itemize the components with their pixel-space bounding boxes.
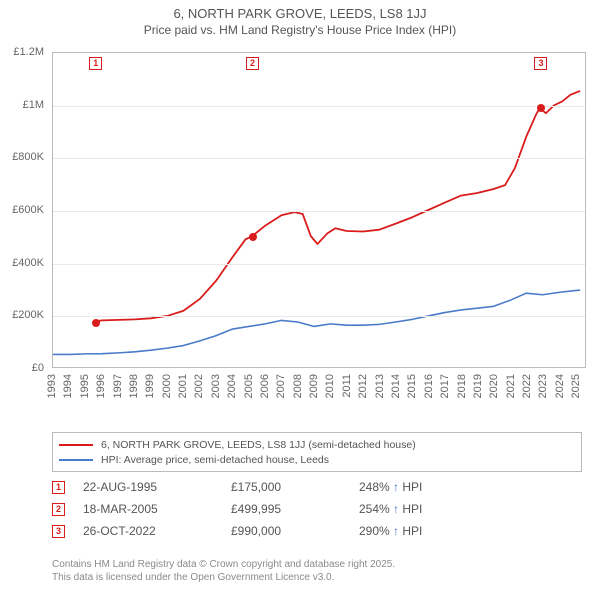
series-price-paid [96, 91, 580, 321]
x-tick-label: 2023 [537, 374, 549, 398]
gridline [53, 264, 585, 265]
sales-table: 1 22-AUG-1995 £175,000 248% ↑ HPI 2 18-MAR-20… [52, 476, 582, 542]
legend: 6, NORTH PARK GROVE, LEEDS, LS8 1JJ (sem… [52, 432, 582, 472]
sale-price: £175,000 [231, 480, 341, 494]
legend-label: 6, NORTH PARK GROVE, LEEDS, LS8 1JJ (sem… [101, 439, 416, 451]
x-tick-label: 2013 [374, 374, 386, 398]
x-tick-label: 2006 [259, 374, 271, 398]
gridline [53, 316, 585, 317]
y-tick-label: £600K [12, 204, 44, 216]
chart-container: £0 £200K £400K £600K £800K £1M £1.2M 1 2 3 1993 1… [8, 46, 592, 426]
x-tick-label: 1995 [79, 374, 91, 398]
legend-item: 6, NORTH PARK GROVE, LEEDS, LS8 1JJ (sem… [59, 437, 575, 452]
sale-row: 3 26-OCT-2022 £990,000 290% ↑ HPI [52, 520, 582, 542]
sale-date: 22-AUG-1995 [83, 480, 213, 494]
x-tick-label: 2014 [390, 374, 402, 398]
sale-pct: 254% ↑ HPI [359, 502, 422, 516]
sale-point [537, 104, 545, 112]
arrow-up-icon: ↑ [393, 480, 399, 494]
gridline [53, 106, 585, 107]
x-tick-label: 1997 [112, 374, 124, 398]
y-tick-label: £1M [23, 99, 44, 111]
title-line1: 6, NORTH PARK GROVE, LEEDS, LS8 1JJ [0, 6, 600, 21]
sale-pct: 248% ↑ HPI [359, 480, 422, 494]
sale-marker: 1 [52, 481, 65, 494]
sale-pct: 290% ↑ HPI [359, 524, 422, 538]
y-tick-label: £200K [12, 309, 44, 321]
x-tick-label: 1993 [46, 374, 58, 398]
x-tick-label: 2001 [177, 374, 189, 398]
gridline [53, 158, 585, 159]
x-tick-label: 2011 [341, 374, 353, 398]
legend-label: HPI: Average price, semi-detached house,… [101, 454, 329, 466]
x-tick-label: 1998 [128, 374, 140, 398]
arrow-up-icon: ↑ [393, 502, 399, 516]
x-tick-label: 2003 [210, 374, 222, 398]
x-tick-label: 2010 [324, 374, 336, 398]
x-tick-label: 2005 [243, 374, 255, 398]
x-tick-label: 1994 [62, 374, 74, 398]
sale-marker: 2 [52, 503, 65, 516]
x-tick-label: 2008 [292, 374, 304, 398]
y-tick-label: £1.2M [13, 46, 44, 58]
y-tick-label: £400K [12, 257, 44, 269]
x-tick-label: 2022 [521, 374, 533, 398]
x-tick-label: 1996 [95, 374, 107, 398]
x-tick-label: 2007 [275, 374, 287, 398]
footer-attribution: Contains HM Land Registry data © Crown c… [52, 559, 582, 584]
gridline [53, 211, 585, 212]
series-svg [53, 53, 585, 367]
sale-point [92, 319, 100, 327]
legend-swatch [59, 459, 93, 461]
x-tick-label: 2012 [357, 374, 369, 398]
x-tick-label: 2018 [456, 374, 468, 398]
y-tick-label: £800K [12, 151, 44, 163]
arrow-up-icon: ↑ [393, 524, 399, 538]
x-tick-label: 2020 [488, 374, 500, 398]
footer-line2: This data is licensed under the Open Gov… [52, 572, 582, 585]
x-tick-label: 2016 [423, 374, 435, 398]
sale-marker: 2 [246, 57, 259, 70]
x-tick-label: 2025 [570, 374, 582, 398]
sale-row: 2 18-MAR-2005 £499,995 254% ↑ HPI [52, 498, 582, 520]
x-axis: 1993199419951996199719981999200020012002… [52, 372, 586, 422]
x-tick-label: 2021 [505, 374, 517, 398]
x-tick-label: 2000 [161, 374, 173, 398]
x-tick-label: 2015 [406, 374, 418, 398]
sale-marker: 1 [89, 57, 102, 70]
x-tick-label: 2024 [554, 374, 566, 398]
chart-title-block: 6, NORTH PARK GROVE, LEEDS, LS8 1JJ Pric… [0, 0, 600, 37]
legend-swatch [59, 444, 93, 446]
sale-price: £499,995 [231, 502, 341, 516]
x-tick-label: 2017 [439, 374, 451, 398]
y-tick-label: £0 [32, 362, 44, 374]
x-tick-label: 1999 [144, 374, 156, 398]
title-line2: Price paid vs. HM Land Registry's House … [0, 23, 600, 37]
x-tick-label: 2019 [472, 374, 484, 398]
y-axis: £0£200K£400K£600K£800K£1M£1.2M [8, 52, 48, 368]
sale-price: £990,000 [231, 524, 341, 538]
sale-date: 18-MAR-2005 [83, 502, 213, 516]
sale-marker: 3 [534, 57, 547, 70]
series-hpi [53, 290, 580, 354]
legend-item: HPI: Average price, semi-detached house,… [59, 452, 575, 467]
x-tick-label: 2004 [226, 374, 238, 398]
x-tick-label: 2009 [308, 374, 320, 398]
sale-marker: 3 [52, 525, 65, 538]
plot-area: 1 2 3 [52, 52, 586, 368]
sale-point [249, 233, 257, 241]
sale-row: 1 22-AUG-1995 £175,000 248% ↑ HPI [52, 476, 582, 498]
footer-line1: Contains HM Land Registry data © Crown c… [52, 559, 582, 572]
sale-date: 26-OCT-2022 [83, 524, 213, 538]
x-tick-label: 2002 [193, 374, 205, 398]
